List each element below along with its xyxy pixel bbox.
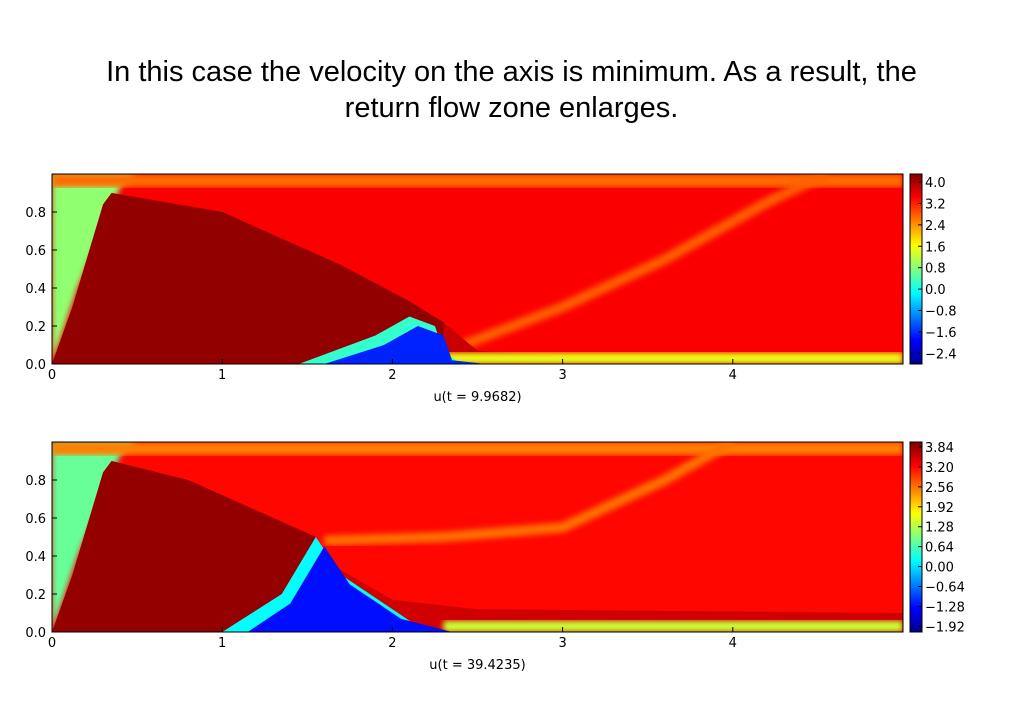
field-top-band [52,442,903,456]
field-axis-band [443,620,903,632]
field-inflow-zone [52,442,138,632]
y-tick-label: 0.0 [25,358,46,373]
colorbar-tick-label: 0.0 [925,283,946,298]
field-axis-band [443,352,903,364]
colorbar-tick-label: 3.2 [925,197,946,212]
velocity-field-0 [52,174,903,364]
chart-svg-bottom: 0 1 2 3 4 0.0 0.2 0.4 0.6 0.8 u(t = 39.4235) 3.84 3.… [25,441,965,673]
slide-title: In this case the velocity on the axis is… [40,54,983,126]
field-reflected-wave [324,442,736,546]
y-tick-label: 0.6 [25,244,46,259]
y-tick-label: 0.0 [25,626,46,641]
colorbar-tick-label: −1.92 [925,620,965,635]
x-tick-label: 0 [48,368,56,383]
colorbar-tick-label: 0.8 [925,262,946,277]
y-tick-label: 0.2 [25,588,46,603]
x-tick-label: 2 [388,636,396,651]
field-inflow-zone [52,174,138,364]
colorbar-tick-label: 2.56 [925,481,954,496]
colorbar [909,173,923,365]
field-reflected-wave [441,174,829,358]
y-tick-label: 0.4 [25,550,46,565]
field-return-flow-core [247,546,452,632]
x-tick-label: 3 [558,636,566,651]
x-tick-label: 0 [48,636,56,651]
chart-caption: u(t = 39.4235) [429,658,525,673]
x-tick-label: 1 [218,368,226,383]
x-tick-label: 4 [729,636,737,651]
slide-title-line-2: return flow zone enlarges. [344,92,679,124]
colorbar-tick-label: 4.0 [925,176,946,191]
colorbar-tick-label: 1.28 [925,521,954,536]
y-tick-label: 0.2 [25,320,46,335]
colorbar-tick-label: −0.8 [925,304,957,319]
x-tick-label: 3 [558,368,566,383]
y-tick-label: 0.8 [25,474,46,489]
x-tick-label: 4 [729,368,737,383]
field-jet-core [52,193,444,364]
colorbar-tick-label: 1.6 [925,240,946,255]
plot-frame [51,173,904,365]
colorbar [909,441,923,633]
x-tick-label: 2 [388,368,396,383]
slide-title-line-1: In this case the velocity on the axis is… [106,56,917,88]
x-tick-label: 1 [218,636,226,651]
colorbar-tick-label: −0.64 [925,581,965,596]
y-tick-label: 0.8 [25,206,46,221]
colorbar-tick-label: −1.28 [925,600,965,615]
field-jet-core [52,461,333,632]
colorbar-tick-label: 2.4 [925,219,946,234]
chart-svg-top: 0 1 2 3 4 0.0 0.2 0.4 0.6 0.8 u(t = 9.9682) 4.0 3.2 2… [25,173,957,405]
chart-panel-bottom: 0 1 2 3 4 0.0 0.2 0.4 0.6 0.8 u(t = 39.4235) 3.84 3.… [0,428,1023,678]
field-top-band [52,174,903,188]
colorbar-tick-label: 0.64 [925,541,954,556]
colorbar-tick-label: −1.6 [925,326,957,341]
colorbar-tick-label: 0.00 [925,561,954,576]
colorbar-tick-label: 3.84 [925,441,954,456]
colorbar-tick-label: 1.92 [925,501,954,516]
chart-caption: u(t = 9.9682) [433,390,521,405]
plot-frame [51,441,904,633]
chart-panel-top: 0 1 2 3 4 0.0 0.2 0.4 0.6 0.8 u(t = 9.9682) 4.0 3.2 2… [0,160,1023,410]
field-return-flow-core [324,326,486,364]
velocity-field-1 [52,442,903,632]
colorbar-tick-label: 3.20 [925,461,954,476]
y-tick-label: 0.4 [25,282,46,297]
y-tick-label: 0.6 [25,512,46,527]
colorbar-tick-label: −2.4 [925,347,957,362]
